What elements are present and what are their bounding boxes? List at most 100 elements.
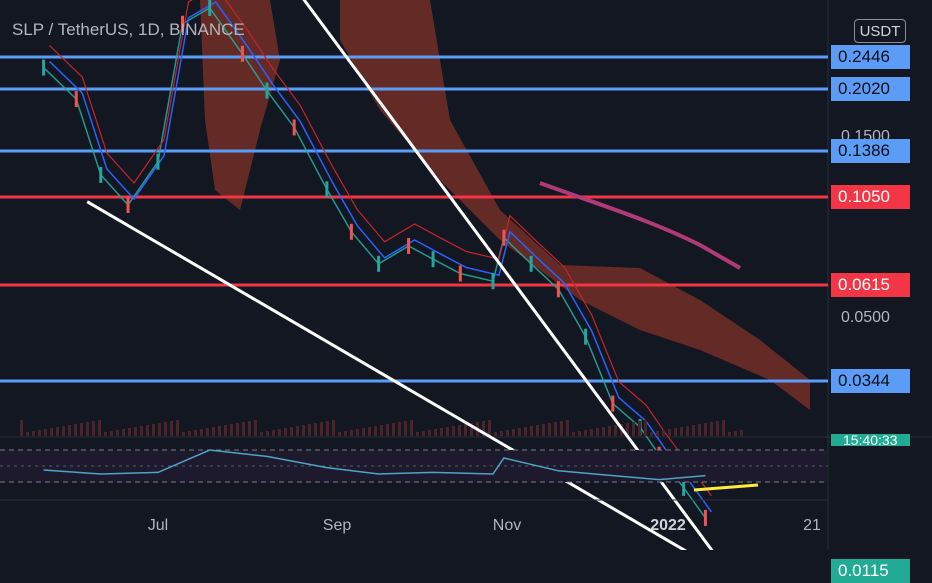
volume-bar [194,430,197,436]
candle [556,281,560,298]
volume-bar [650,432,653,436]
ichimoku-cloud [340,0,810,410]
volume-bar [398,422,401,436]
volume-bar [98,420,101,436]
volume-bar [314,423,317,436]
volume-bar [140,426,143,436]
volume-bar [716,421,719,436]
candle [265,82,269,99]
volume-bar [308,424,311,436]
volume-bar [278,429,281,436]
volume-bar [302,425,305,436]
candle [682,479,686,496]
volume-bar [686,426,689,436]
x-tick-label: Sep [322,517,352,534]
volume-bar [224,425,227,436]
volume-bar [500,431,503,436]
volume-bar [32,431,35,436]
volume-bar [92,421,95,436]
volume-bar [740,430,743,436]
candle [584,328,588,345]
volume-bar [662,430,665,436]
volume-bar [602,427,605,436]
volume-bar [692,425,695,436]
x-tick-label: 21 [803,517,821,534]
volume-bar [530,426,533,436]
candle [181,15,185,32]
volume-bar [182,432,185,436]
volume-bar [572,432,575,436]
volume-bar [116,430,119,436]
volume-bar [128,428,131,436]
volume-bar [590,429,593,436]
volume-bar [110,431,113,436]
chart-canvas[interactable] [0,0,932,550]
volume-bar [368,427,371,436]
volume-bar [296,426,299,436]
volume-bar [584,430,587,436]
volume-bar [452,426,455,436]
volume-bar [272,430,275,436]
volume-bar [284,428,287,436]
candle [208,0,212,17]
volume-bar [188,431,191,436]
volume-bar [176,420,179,436]
candle [240,45,244,62]
volume-bar [332,420,335,436]
volume-bar [638,421,641,436]
volume-bar [362,428,365,436]
volume-bar [698,424,701,436]
volume-bar [134,427,137,436]
level-price-label: 0.1050 [831,185,910,209]
volume-bar [488,420,491,436]
volume-bar [68,425,71,436]
candle [99,166,103,183]
volume-bar [260,432,263,436]
volume-bar [704,423,707,436]
candle [292,119,296,136]
volume-bar [146,425,149,436]
ma-short-line [49,1,713,513]
volume-bar [524,427,527,436]
candle [407,237,411,254]
price-tick-label: 0.0500 [841,309,890,326]
currency-button[interactable]: USDT [854,19,906,43]
volume-bar [470,423,473,436]
x-tick-label: 2022 [650,517,686,534]
chart-title: SLP / TetherUS, 1D, BINANCE [12,20,245,39]
volume-bar [44,429,47,436]
volume-bar [380,425,383,436]
volume-bar [668,429,671,436]
level-price-label: 0.0615 [831,273,910,297]
volume-bar [428,430,431,436]
volume-bar [728,432,731,436]
volume-bar [464,424,467,436]
volume-bar [344,431,347,436]
level-price-label: 0.1386 [831,139,910,163]
volume-bar [458,425,461,436]
countdown-label: 15:40:33 [831,434,910,446]
volume-bar [554,422,557,436]
candle [156,153,160,170]
trendline-lower [86,200,688,550]
x-tick-label: Jul [147,517,169,534]
volume-bar [410,420,413,436]
volume-bar [644,420,647,436]
volume-bar [20,420,23,436]
volume-bar [158,423,161,436]
volume-bar [350,430,353,436]
volume-bar [242,422,245,436]
volume-bar [200,429,203,436]
volume-bar [320,422,323,436]
volume-bar [266,431,269,436]
volume-bar [326,421,329,436]
volume-bar [164,422,167,436]
volume-bar [386,424,389,436]
volume-bar [338,432,341,436]
volume-bar [596,428,599,436]
volume-bar [206,428,209,436]
volume-bar [434,429,437,436]
volume-bar [248,421,251,436]
volume-bar [80,423,83,436]
volume-bar [392,423,395,436]
